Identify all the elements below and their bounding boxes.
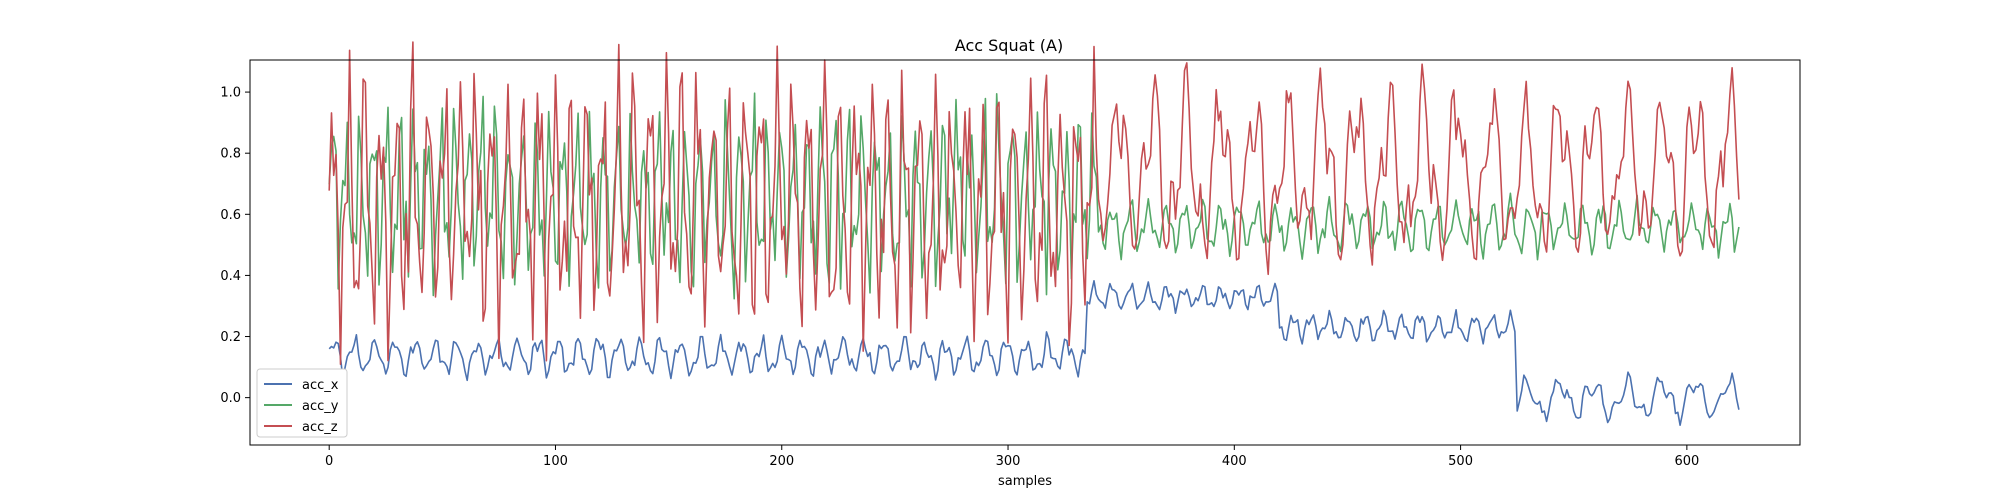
x-tick-label: 0: [325, 454, 333, 469]
y-tick-label: 0.6: [220, 208, 241, 223]
plot-frame: [249, 59, 1801, 446]
x-tick-label: 400: [1222, 454, 1247, 469]
x-axis: 0 100 200 300 400 500 600: [325, 445, 1699, 469]
series-line-acc-z: [328, 41, 1740, 365]
y-tick-label: 0.2: [220, 330, 241, 345]
series-line-acc-x: [328, 280, 1740, 426]
chart-title: Acc Squat (A): [955, 36, 1063, 55]
x-tick-label: 200: [769, 454, 794, 469]
plot-area: [249, 41, 1801, 446]
y-tick-label: 1.0: [220, 86, 241, 101]
x-axis-label: samples: [998, 474, 1052, 489]
y-tick-label: 0.8: [220, 147, 241, 162]
series-group: [328, 41, 1740, 426]
legend-label: acc_y: [302, 399, 339, 414]
x-tick-label: 500: [1448, 454, 1473, 469]
legend-box: [256, 368, 348, 438]
legend-label: acc_z: [302, 420, 338, 435]
y-tick-label: 0.4: [220, 269, 241, 284]
x-tick-label: 600: [1674, 454, 1699, 469]
x-tick-label: 300: [996, 454, 1021, 469]
legend: acc_x acc_y acc_z: [256, 368, 348, 438]
y-axis: 0.0 0.2 0.4 0.6 0.8 1.0: [220, 86, 250, 406]
legend-label: acc_x: [302, 378, 339, 393]
y-tick-label: 0.0: [220, 391, 241, 406]
x-tick-label: 100: [543, 454, 568, 469]
